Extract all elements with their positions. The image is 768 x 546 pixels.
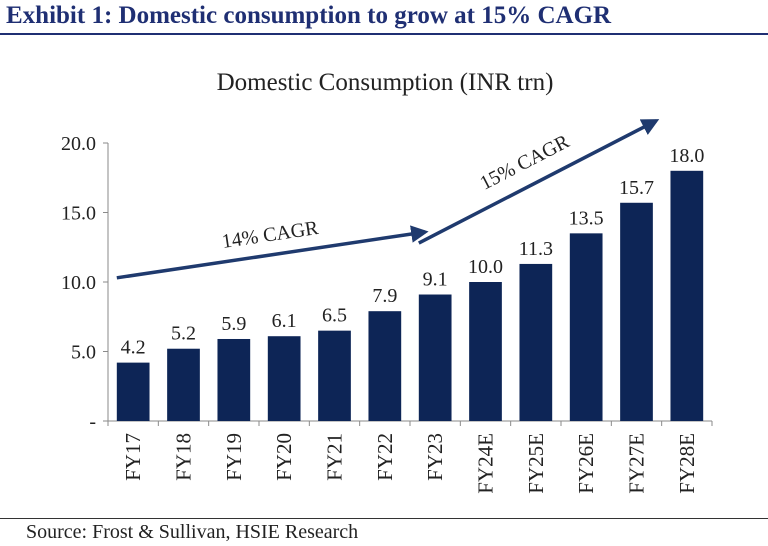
bar	[670, 170, 704, 421]
bar-value-label: 18.0	[669, 145, 704, 167]
cagr-arrow	[116, 225, 429, 280]
bar	[469, 282, 502, 421]
cagr-arrow	[418, 119, 660, 245]
x-category-label: FY23	[423, 433, 447, 481]
bar-value-label: 6.5	[322, 305, 347, 327]
x-category-label: FY26E	[574, 433, 598, 494]
chart-title: Domestic Consumption (INR trn)	[217, 69, 554, 96]
x-category-label: FY20	[272, 433, 296, 481]
bar-value-label: 7.9	[372, 285, 397, 307]
source-note: Source: Frost & Sullivan, HSIE Research	[26, 521, 359, 543]
x-category-label: FY21	[323, 433, 347, 481]
bar-value-label: 9.1	[423, 269, 448, 291]
bar	[519, 263, 553, 421]
bar-value-label: 5.9	[221, 313, 246, 335]
cagr-label: 15% CAGR	[476, 130, 573, 194]
y-tick-label: 20.0	[61, 133, 96, 155]
bar	[318, 330, 351, 421]
y-tick-label: 15.0	[61, 203, 96, 225]
bar	[167, 348, 200, 421]
title-rule	[0, 33, 768, 35]
labels-layer: 4.2 FY17 5.2 FY18 5.9 FY19 6.1 FY20 6.5 FY21 7.9 FY…	[121, 145, 705, 494]
x-category-label: FY17	[121, 433, 145, 481]
axis-layer: - 5.0 10.0 15.0 20.0	[61, 133, 713, 433]
bar-value-label: 15.7	[619, 177, 654, 199]
bar-value-label: 6.1	[272, 310, 297, 332]
x-category-label: FY18	[172, 433, 196, 481]
bar-value-label: 13.5	[569, 207, 604, 229]
x-category-label: FY28E	[675, 433, 699, 494]
bar-value-label: 10.0	[468, 256, 503, 278]
x-category-label: FY24E	[474, 433, 498, 494]
bar-value-label: 5.2	[171, 323, 196, 345]
exhibit-title: Exhibit 1: Domestic consumption to grow …	[6, 2, 612, 29]
x-category-label: FY19	[222, 433, 246, 481]
x-category-label: FY22	[373, 433, 397, 481]
bar	[116, 362, 150, 421]
y-tick-label: 5.0	[71, 342, 96, 364]
bar	[569, 233, 603, 421]
y-tick-label: -	[89, 411, 96, 433]
source-rule	[0, 518, 768, 519]
bar	[368, 311, 402, 421]
x-category-label: FY25E	[524, 433, 548, 494]
bar-value-label: 11.3	[519, 238, 553, 260]
bar-value-label: 4.2	[121, 337, 146, 359]
bars-layer	[116, 170, 704, 421]
bar	[217, 338, 251, 421]
cagr-label: 14% CAGR	[220, 217, 320, 253]
bar	[418, 294, 452, 421]
bar	[267, 336, 301, 421]
bar	[620, 202, 653, 421]
bar-chart: Domestic Consumption (INR trn) - 5.0 10.0 1…	[61, 69, 713, 494]
y-tick-label: 10.0	[61, 272, 96, 294]
x-category-label: FY27E	[625, 433, 649, 494]
